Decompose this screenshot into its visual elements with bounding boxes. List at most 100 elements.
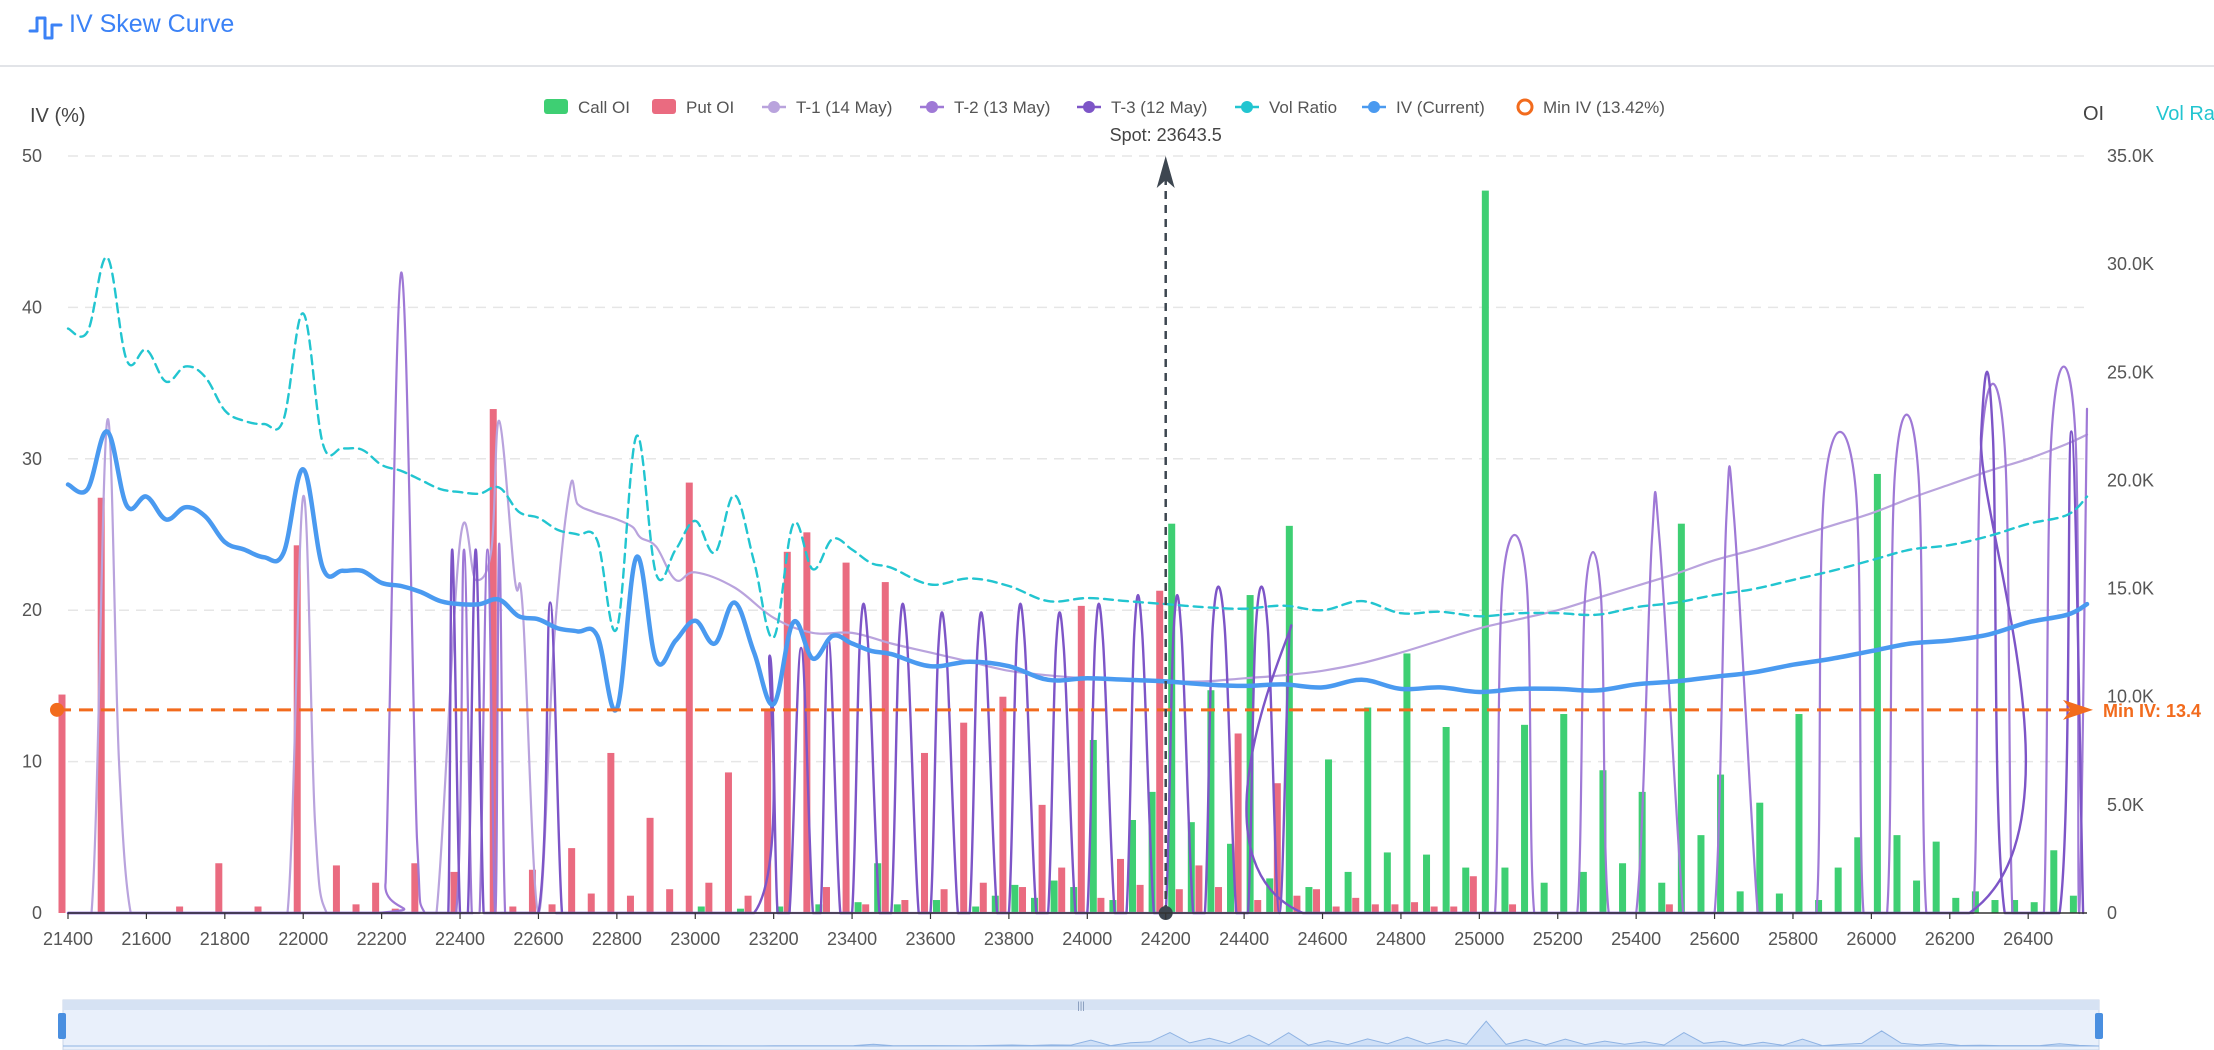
- step-wave-icon: [28, 13, 64, 43]
- put-oi-bar: [1038, 804, 1046, 913]
- call-oi-bar: [1677, 523, 1685, 913]
- call-oi-bar: [1599, 770, 1607, 913]
- axes: 0 10 20 30 40 50 0 5.0K 10.0K 15.0K 20.0K 25.0K 30.0…: [22, 103, 2214, 949]
- min-iv-arrow-head: [2063, 699, 2093, 720]
- x-tick-label: 23000: [670, 929, 720, 949]
- put-oi-bar: [293, 545, 301, 913]
- put-oi-bar: [705, 882, 713, 913]
- t3-line: [66, 370, 2085, 915]
- call-oi-bar: [893, 904, 901, 913]
- call-oi-bar: [1579, 871, 1587, 913]
- call-oi-bar: [1697, 835, 1705, 913]
- x-tick-label: 23400: [827, 929, 877, 949]
- y-left-tick-label: 0: [32, 903, 42, 923]
- put-oi-bar: [607, 752, 615, 913]
- x-tick-label: 26400: [2003, 929, 2053, 949]
- legend-t2[interactable]: T-2 (13 May): [920, 98, 1050, 117]
- call-oi-bar: [1893, 835, 1901, 913]
- call-oi-bar: [1873, 473, 1881, 913]
- put-oi-bar: [1097, 897, 1105, 913]
- call-oi-bar: [1089, 739, 1097, 913]
- call-oi-bar: [1325, 759, 1333, 913]
- put-oi-bar: [1156, 590, 1164, 913]
- call-oi-bar: [1481, 190, 1489, 913]
- put-oi-bar: [842, 562, 850, 913]
- call-oi-bar: [1050, 880, 1058, 913]
- call-oi-bar: [1736, 891, 1744, 913]
- put-oi-bar: [352, 904, 360, 913]
- call-oi-bar: [776, 906, 784, 913]
- y-right-tick-label: 5.0K: [2107, 795, 2144, 815]
- x-tick-label: 25200: [1533, 929, 1583, 949]
- zoom-grip-icon: |||: [1077, 1001, 1085, 1012]
- legend-t3[interactable]: T-3 (12 May): [1077, 98, 1207, 117]
- call-oi-bar: [932, 900, 940, 913]
- y-right-tick-label: 15.0K: [2107, 579, 2154, 599]
- zoom-handle-right: [2095, 1013, 2103, 1039]
- legend-put-oi[interactable]: Put OI: [652, 98, 734, 117]
- data-zoom-slider[interactable]: |||: [58, 999, 2103, 1050]
- y-right-tick-label: 10.0K: [2107, 687, 2154, 707]
- put-oi-bar: [372, 882, 380, 913]
- x-tick-label: 26000: [1846, 929, 1896, 949]
- legend-swatch-ring: [1516, 98, 1534, 116]
- put-oi-bar: [450, 871, 458, 913]
- legend-swatch: [544, 99, 568, 114]
- x-tick-label: 24600: [1297, 929, 1347, 949]
- put-oi-bar: [1195, 865, 1203, 913]
- x-tick-label: 22000: [278, 929, 328, 949]
- put-oi-bar: [254, 906, 262, 913]
- legend[interactable]: Call OI Put OI T-1 (14 May) T-2 (13 May) T-3…: [544, 98, 1665, 117]
- legend-label: Vol Ratio: [1269, 98, 1337, 117]
- call-oi-bar: [972, 906, 980, 913]
- legend-vol-ratio[interactable]: Vol Ratio: [1235, 98, 1337, 117]
- x-tick-label: 23800: [984, 929, 1034, 949]
- call-oi-bar: [1619, 863, 1627, 913]
- y-left-axis-label: IV (%): [30, 105, 86, 127]
- put-oi-bar: [1352, 897, 1360, 913]
- legend-swatch-dot: [926, 101, 938, 113]
- call-oi-bar: [1266, 878, 1274, 913]
- call-oi-bar: [1756, 802, 1764, 913]
- call-oi-bar: [1658, 882, 1666, 913]
- legend-iv-current[interactable]: IV (Current): [1362, 98, 1485, 117]
- put-oi-bar: [646, 817, 654, 913]
- put-oi-bar: [1665, 904, 1673, 913]
- x-tick-label: 24200: [1141, 929, 1191, 949]
- put-oi-bar: [1430, 906, 1438, 913]
- spot-label: Spot: 23643.5: [1110, 125, 1222, 145]
- iv-current-line: [65, 429, 2090, 713]
- put-oi-bar: [215, 863, 223, 913]
- call-oi-bar: [1795, 714, 1803, 913]
- x-tick-label: 22600: [513, 929, 563, 949]
- put-oi-bar: [1136, 884, 1144, 913]
- put-oi-bar: [176, 906, 184, 913]
- call-oi-bar: [1932, 841, 1940, 913]
- call-oi-bar: [2030, 902, 2038, 913]
- legend-min-iv[interactable]: Min IV (13.42%): [1516, 98, 1665, 117]
- y-left-tick-label: 30: [22, 449, 42, 469]
- x-tick-label: 25400: [1611, 929, 1661, 949]
- call-oi-bar: [1501, 867, 1509, 913]
- x-tick-label: 22800: [592, 929, 642, 949]
- put-oi-bar: [1018, 887, 1026, 913]
- call-oi-bar: [1560, 714, 1568, 913]
- put-oi-bar: [58, 694, 66, 913]
- put-oi-bar: [940, 889, 948, 913]
- legend-t1[interactable]: T-1 (14 May): [762, 98, 892, 117]
- put-oi-bar: [862, 904, 870, 913]
- call-oi-bar: [1129, 819, 1137, 913]
- call-oi-bar: [697, 906, 705, 913]
- put-oi-bar: [489, 409, 497, 913]
- vol-ratio-line: [66, 256, 2089, 639]
- call-oi-bar: [1638, 791, 1646, 913]
- put-oi-bar: [626, 895, 634, 913]
- panel-header: IV Skew Curve: [0, 0, 2214, 67]
- call-oi-bar: [736, 908, 744, 913]
- put-oi-bar: [1117, 858, 1125, 913]
- call-oi-bar: [1109, 900, 1117, 913]
- call-oi-bar: [854, 902, 862, 913]
- legend-call-oi[interactable]: Call OI: [544, 98, 630, 117]
- call-oi-bar: [1834, 867, 1842, 913]
- call-oi-bar: [1227, 843, 1235, 913]
